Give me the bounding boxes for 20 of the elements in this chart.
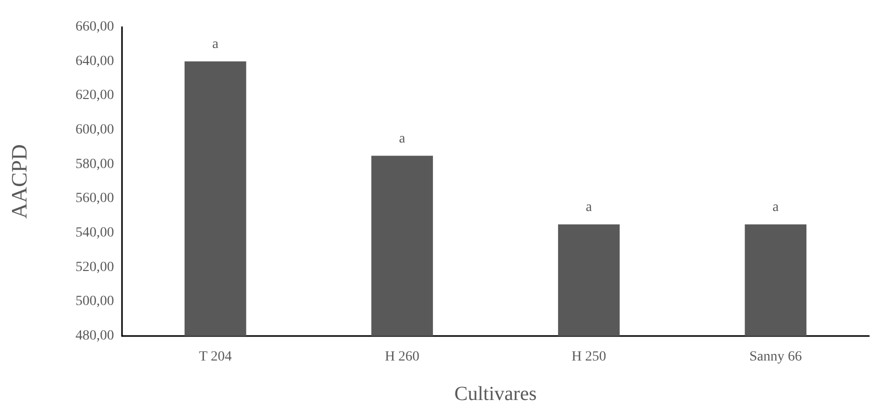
y-tick-label: 480,00 bbox=[76, 328, 114, 344]
y-tick-label: 500,00 bbox=[76, 294, 114, 310]
x-tick-label: T 204 bbox=[198, 350, 232, 364]
x-tick-label: H 260 bbox=[384, 350, 420, 364]
y-tick-label: 580,00 bbox=[76, 156, 114, 172]
x-axis-title: Cultivares bbox=[454, 383, 537, 405]
y-tick-label: 520,00 bbox=[76, 260, 114, 275]
annotation: a bbox=[212, 36, 220, 52]
x-tick-label: Sanny 66 bbox=[749, 350, 802, 364]
y-tick-label: 620,00 bbox=[76, 88, 114, 104]
x-tick-label: H 250 bbox=[572, 350, 606, 364]
y-tick-label: 560,00 bbox=[76, 191, 114, 206]
y-tick-label: 540,00 bbox=[76, 226, 114, 240]
y-tick-label: 600,00 bbox=[76, 122, 114, 138]
y-axis-title: AACPD bbox=[6, 144, 32, 219]
annotation: a bbox=[772, 200, 780, 215]
annotation: a bbox=[399, 131, 406, 146]
y-tick-label: 660,00 bbox=[76, 20, 114, 34]
y-tick-label: 640,00 bbox=[76, 54, 114, 69]
annotation: a bbox=[586, 200, 593, 215]
